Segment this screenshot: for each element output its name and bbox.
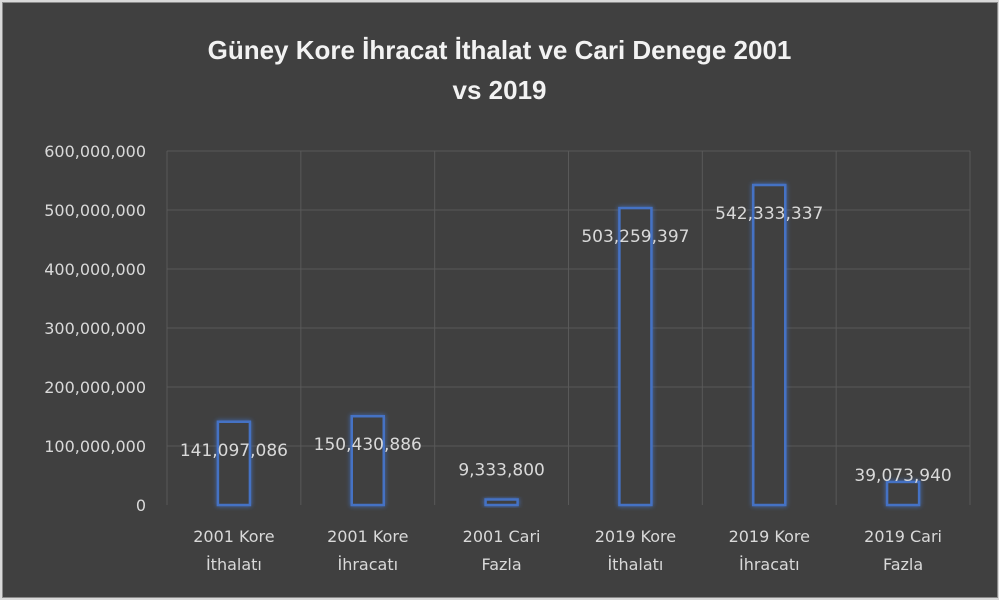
x-tick-label: İhracatı [337, 555, 398, 574]
x-tick-label: Fazla [481, 555, 521, 574]
bar [350, 414, 385, 507]
x-tick-label: 2001 Kore [327, 527, 408, 546]
y-tick-label: 0 [136, 496, 146, 515]
bar [216, 420, 252, 507]
y-tick-label: 600,000,000 [44, 142, 146, 161]
x-tick-label: 2001 Kore [193, 527, 274, 546]
x-tick-label: 2019 Cari [864, 527, 942, 546]
x-tick-label: İthalatı [206, 555, 262, 574]
data-label: 39,073,940 [854, 466, 951, 486]
y-tick-label: 100,000,000 [44, 437, 146, 456]
y-tick-label: 200,000,000 [44, 378, 146, 397]
bar [484, 498, 519, 507]
chart-title-line-2: vs 2019 [452, 75, 547, 105]
x-tick-label: 2019 Kore [729, 527, 810, 546]
x-tick-label: Fazla [883, 555, 923, 574]
x-tick-label: İhracatı [739, 555, 800, 574]
chart-title: Güney Kore İhracat İthalat ve Cari Deneg… [0, 30, 999, 110]
y-tick-label: 400,000,000 [44, 260, 146, 279]
bar [752, 183, 787, 507]
x-tick-label: 2019 Kore [595, 527, 676, 546]
x-tick-label: İthalatı [607, 555, 663, 574]
bar [885, 480, 921, 507]
data-label: 150,430,886 [314, 435, 422, 455]
chart-title-line-1: Güney Kore İhracat İthalat ve Cari Deneg… [207, 35, 792, 65]
x-tick-label: 2001 Cari [463, 527, 541, 546]
data-label: 141,097,086 [180, 441, 288, 461]
y-tick-label: 500,000,000 [44, 201, 146, 220]
data-label: 542,333,337 [715, 204, 823, 224]
data-label: 503,259,397 [581, 227, 689, 247]
bar [618, 206, 653, 507]
y-tick-label: 300,000,000 [44, 319, 146, 338]
data-label: 9,333,800 [458, 460, 545, 480]
